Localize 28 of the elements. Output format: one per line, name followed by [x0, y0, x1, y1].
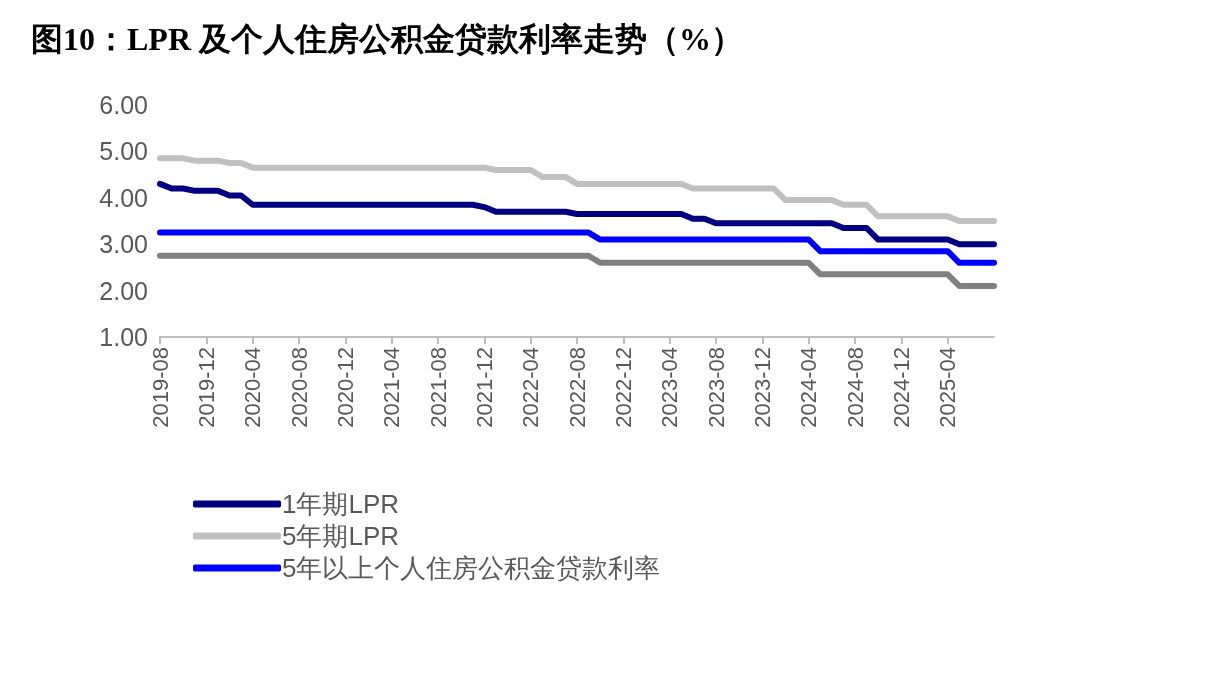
chart-title: 图10：LPR 及个人住房公积金贷款利率走势（%） [31, 21, 743, 57]
x-tick-label: 2021-12 [471, 347, 497, 428]
x-tick-label: 2021-04 [379, 347, 405, 428]
x-tick-label: 2020-12 [332, 347, 358, 428]
y-tick-label: 4.00 [99, 183, 148, 212]
x-tick-label: 2019-12 [193, 347, 219, 428]
x-tick-label: 2023-12 [749, 347, 775, 428]
y-tick-label: 6.00 [99, 91, 148, 119]
x-tick-label: 2024-08 [842, 347, 868, 428]
x-tick-label: 2023-08 [703, 347, 729, 428]
legend-label: 5年期LPR [282, 521, 400, 551]
legend-label: 1年期LPR [282, 489, 400, 519]
x-tick-label: 2023-04 [657, 347, 683, 428]
x-tick-label: 2021-08 [425, 347, 451, 428]
y-tick-label: 2.00 [99, 276, 148, 305]
x-tick-label: 2020-08 [286, 347, 312, 428]
y-tick-label: 1.00 [99, 323, 148, 351]
x-tick-label: 2020-04 [240, 347, 266, 428]
x-tick-label: 2024-04 [796, 347, 822, 428]
x-tick-label: 2025-04 [935, 347, 961, 428]
x-tick-label: 2019-08 [147, 347, 173, 428]
x-tick-label: 2022-12 [610, 347, 636, 428]
x-tick-label: 2022-04 [518, 347, 544, 428]
y-tick-label: 3.00 [99, 230, 148, 259]
legend-label: 5年以上个人住房公积金贷款利率 [282, 553, 661, 583]
y-tick-label: 5.00 [99, 137, 148, 166]
x-tick-label: 2024-12 [888, 347, 914, 428]
x-tick-label: 2022-08 [564, 347, 590, 428]
